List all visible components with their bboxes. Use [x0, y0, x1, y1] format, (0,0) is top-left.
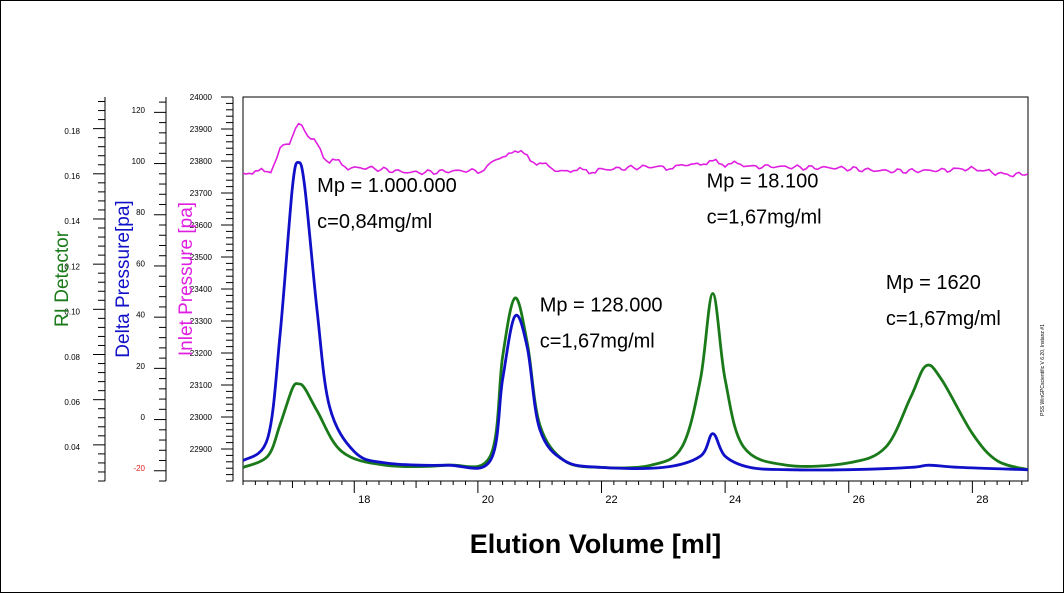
- ri-tick-label: 0.16: [64, 172, 80, 181]
- delta_pressure-tick-label: 0: [141, 413, 146, 422]
- peak-annotation-1: c=1,67mg/ml: [540, 331, 655, 353]
- delta_pressure-axis-title: Delta Pressure[pa]: [113, 200, 134, 357]
- inlet_pressure-tick-label: 22900: [190, 445, 213, 454]
- x-tick-label: 24: [729, 494, 741, 506]
- inlet_pressure-tick-label: 23300: [190, 317, 213, 326]
- peak-annotation-2: Mp = 18.100: [707, 170, 819, 192]
- peak-annotation-0: Mp = 1.000.000: [317, 175, 457, 197]
- x-tick-label: 26: [853, 494, 865, 506]
- peak-annotation-1: Mp = 128.000: [540, 295, 663, 317]
- x-tick-label: 18: [358, 494, 370, 506]
- inlet_pressure-tick-label: 23100: [190, 381, 213, 390]
- software-watermark: PSS WinGPCscientific V 6.20, Instanz #1: [1040, 324, 1046, 416]
- peak-annotation-3: Mp = 1620: [886, 272, 981, 294]
- delta_pressure-tick-label: 100: [132, 157, 146, 166]
- inlet_pressure-tick-label: 23700: [190, 189, 213, 198]
- series-line-1: [243, 160, 1028, 472]
- inlet_pressure-tick-label: 23400: [190, 285, 213, 294]
- inlet_pressure-axis-title: Inlet Pressure [pa]: [176, 202, 197, 356]
- inlet_pressure-tick-label: 23900: [190, 125, 213, 134]
- peak-annotation-0: c=0,84mg/ml: [317, 211, 432, 233]
- inlet_pressure-tick-label: 23600: [190, 221, 213, 230]
- x-axis-label: Elution Volume [ml]: [470, 529, 722, 559]
- delta_pressure-tick-label: 20: [136, 362, 145, 371]
- inlet_pressure-tick-label: 23200: [190, 349, 213, 358]
- delta_pressure-tick-label: 40: [136, 311, 145, 320]
- delta_pressure-tick-label: -20: [133, 464, 145, 473]
- x-tick-label: 28: [976, 494, 988, 506]
- ri-tick-label: 0.18: [64, 127, 80, 136]
- inlet_pressure-tick-label: 23500: [190, 253, 213, 262]
- x-tick-label: 20: [482, 494, 494, 506]
- ri-axis-title: RI Detector: [52, 230, 73, 327]
- ri-tick-label: 0.06: [64, 398, 80, 407]
- delta_pressure-tick-label: 120: [132, 106, 146, 115]
- inlet_pressure-tick-label: 23800: [190, 157, 213, 166]
- inlet_pressure-tick-label: 24000: [190, 93, 213, 102]
- peak-annotation-2: c=1,67mg/ml: [707, 206, 822, 228]
- delta_pressure-tick-label: 60: [136, 259, 145, 268]
- inlet_pressure-tick-label: 23000: [190, 413, 213, 422]
- ri-tick-label: 0.10: [64, 308, 80, 317]
- ri-tick-label: 0.04: [64, 443, 80, 452]
- ri-tick-label: 0.08: [64, 353, 80, 362]
- delta_pressure-tick-label: 80: [136, 208, 145, 217]
- ri-tick-label: 0.12: [64, 262, 80, 271]
- series-line-2: [243, 122, 1028, 178]
- x-tick-label: 22: [605, 494, 617, 506]
- ri-tick-label: 0.14: [64, 217, 80, 226]
- peak-annotation-3: c=1,67mg/ml: [886, 308, 1001, 330]
- plot-area: [242, 96, 1029, 482]
